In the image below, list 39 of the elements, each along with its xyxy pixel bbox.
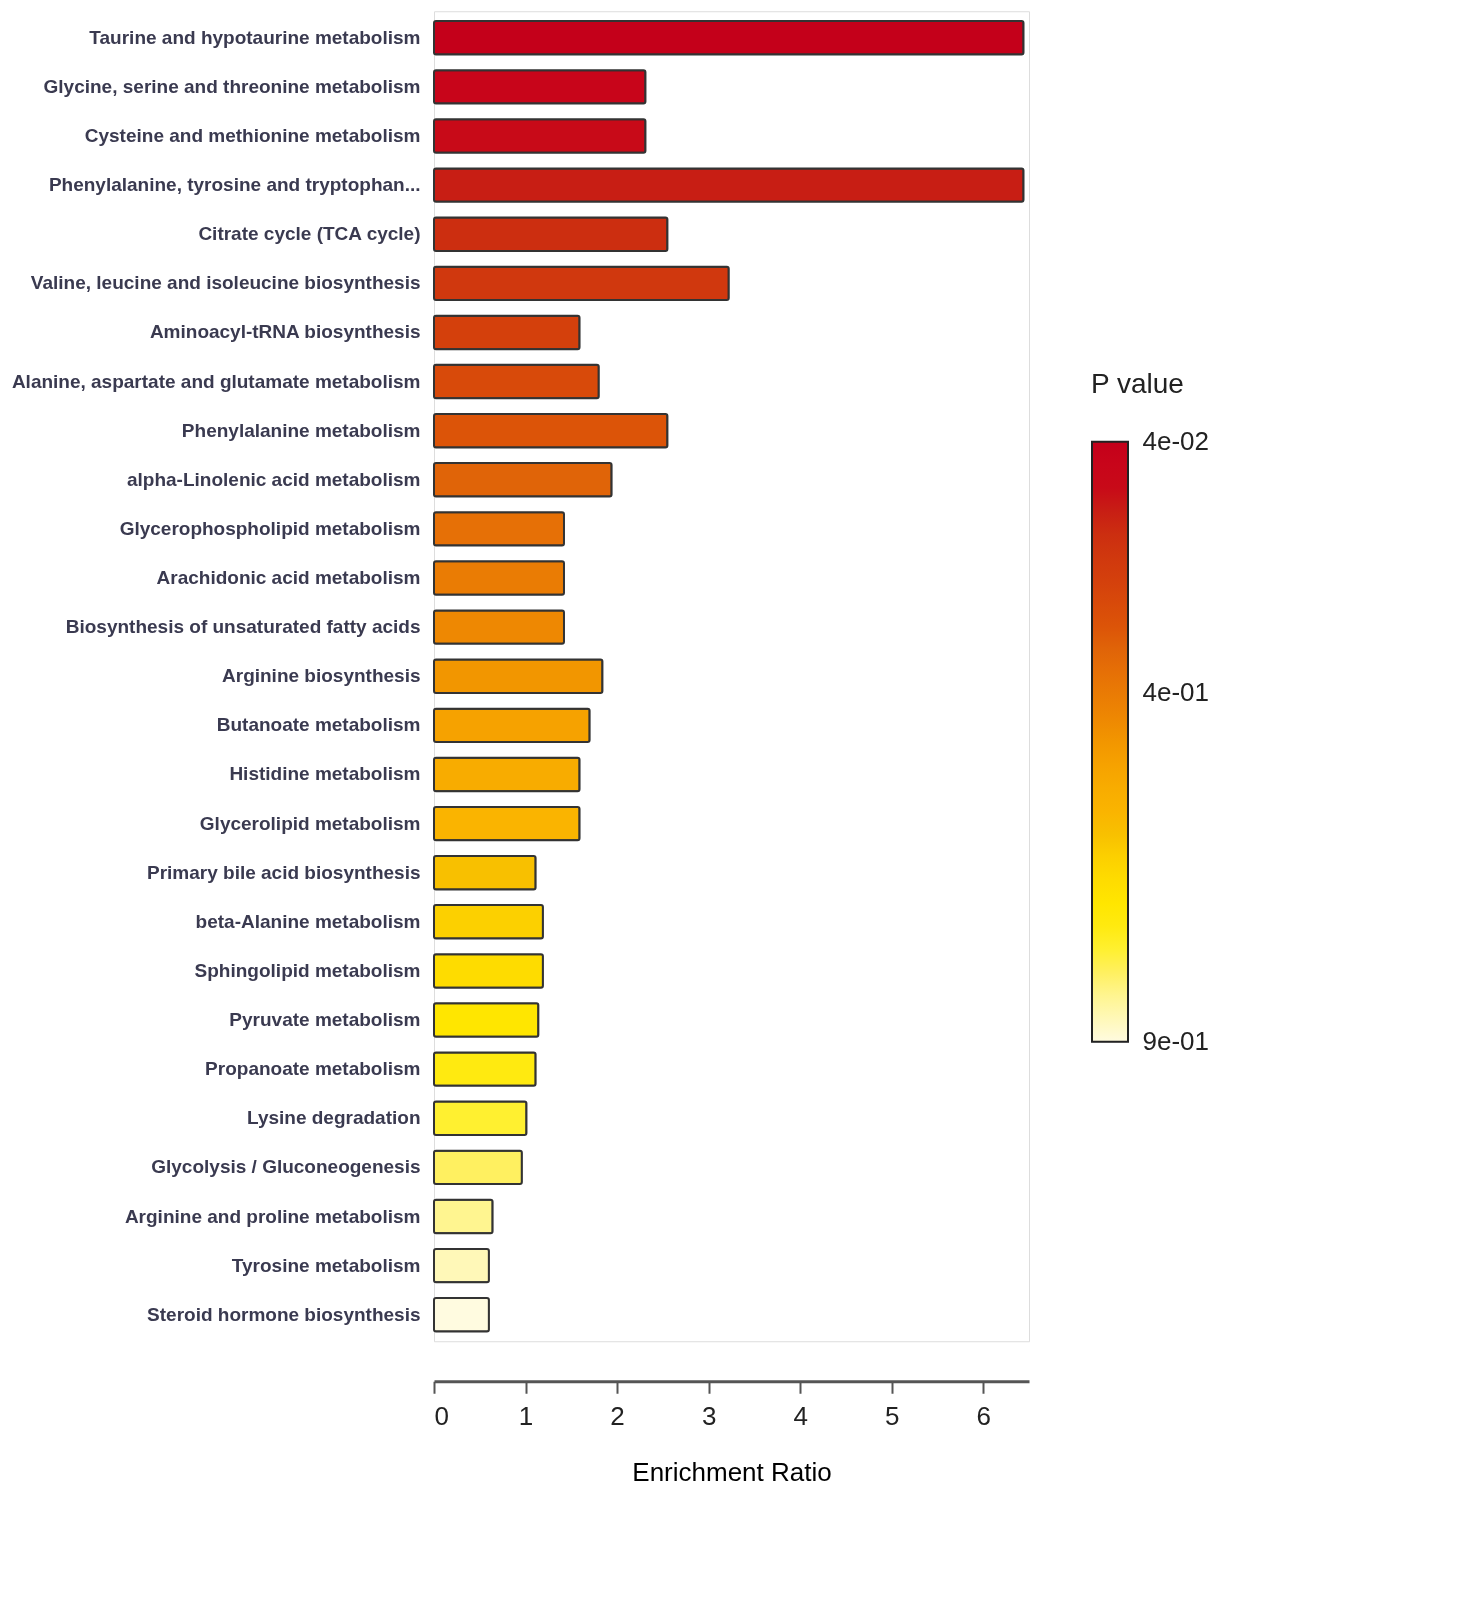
x-tick-label: 0 (434, 1400, 449, 1431)
y-tick-label: Valine, leucine and isoleucine biosynthesis (30, 272, 421, 294)
y-tick-label: Glycolysis / Gluconeogenesis (151, 1156, 421, 1178)
y-tick-label: Propanoate metabolism (205, 1058, 421, 1080)
x-tick-label: 3 (701, 1400, 717, 1431)
y-tick-label: Aminoacyl-tRNA biosynthesis (149, 321, 421, 343)
color-bar-title: P value (1091, 367, 1184, 399)
x-tick-label: 6 (976, 1400, 991, 1431)
y-tick-label: Sphingolipid metabolism (194, 959, 421, 981)
y-tick-label: Phenylalanine, tyrosine and tryptophan... (48, 174, 421, 196)
y-tick-label: Pyruvate metabolism (229, 1009, 421, 1031)
x-tick-label: 1 (518, 1400, 534, 1431)
y-tick-label: Steroid hormone biosynthesis (147, 1303, 421, 1325)
y-tick-label: Glycerolipid metabolism (199, 812, 421, 834)
y-tick-label: Alanine, aspartate and glutamate metabolism (11, 370, 421, 392)
y-tick-label: Primary bile acid biosynthesis (147, 861, 421, 883)
y-tick-label: Glycine, serine and threonine metabolism (43, 75, 421, 97)
y-tick-label: beta-Alanine metabolism (195, 910, 421, 932)
y-tick-label: Arginine biosynthesis (222, 665, 421, 687)
y-tick-label: Histidine metabolism (229, 763, 421, 785)
x-tick-label: 2 (610, 1400, 625, 1431)
y-tick-label: Biosynthesis of unsaturated fatty acids (65, 616, 421, 638)
y-tick-label: Butanoate metabolism (216, 714, 421, 736)
y-tick-label: Arginine and proline metabolism (124, 1205, 421, 1227)
x-tick-label: 4 (793, 1400, 808, 1431)
x-tick-label: 5 (884, 1400, 900, 1431)
y-tick-label: Lysine degradation (247, 1107, 421, 1129)
y-tick-label: Arachidonic acid metabolism (156, 567, 421, 589)
y-tick-label: Cysteine and methionine metabolism (84, 125, 421, 146)
color-bar-label: 4e-01 (1142, 677, 1209, 708)
y-tick-label: Phenylalanine metabolism (181, 419, 421, 441)
y-tick-label: Citrate cycle (TCA cycle) (198, 223, 421, 245)
y-tick-label: Taurine and hypotaurine metabolism (89, 26, 421, 48)
y-tick-label: Tyrosine metabolism (231, 1254, 421, 1276)
x-axis-title: Enrichment Ratio (632, 1456, 832, 1487)
y-tick-label: Glycerophospholipid metabolism (119, 517, 421, 539)
color-bar-label: 4e-02 (1142, 426, 1209, 457)
color-bar-label: 9e-01 (1142, 1026, 1209, 1057)
y-tick-label: alpha-Linolenic acid metabolism (126, 468, 421, 490)
